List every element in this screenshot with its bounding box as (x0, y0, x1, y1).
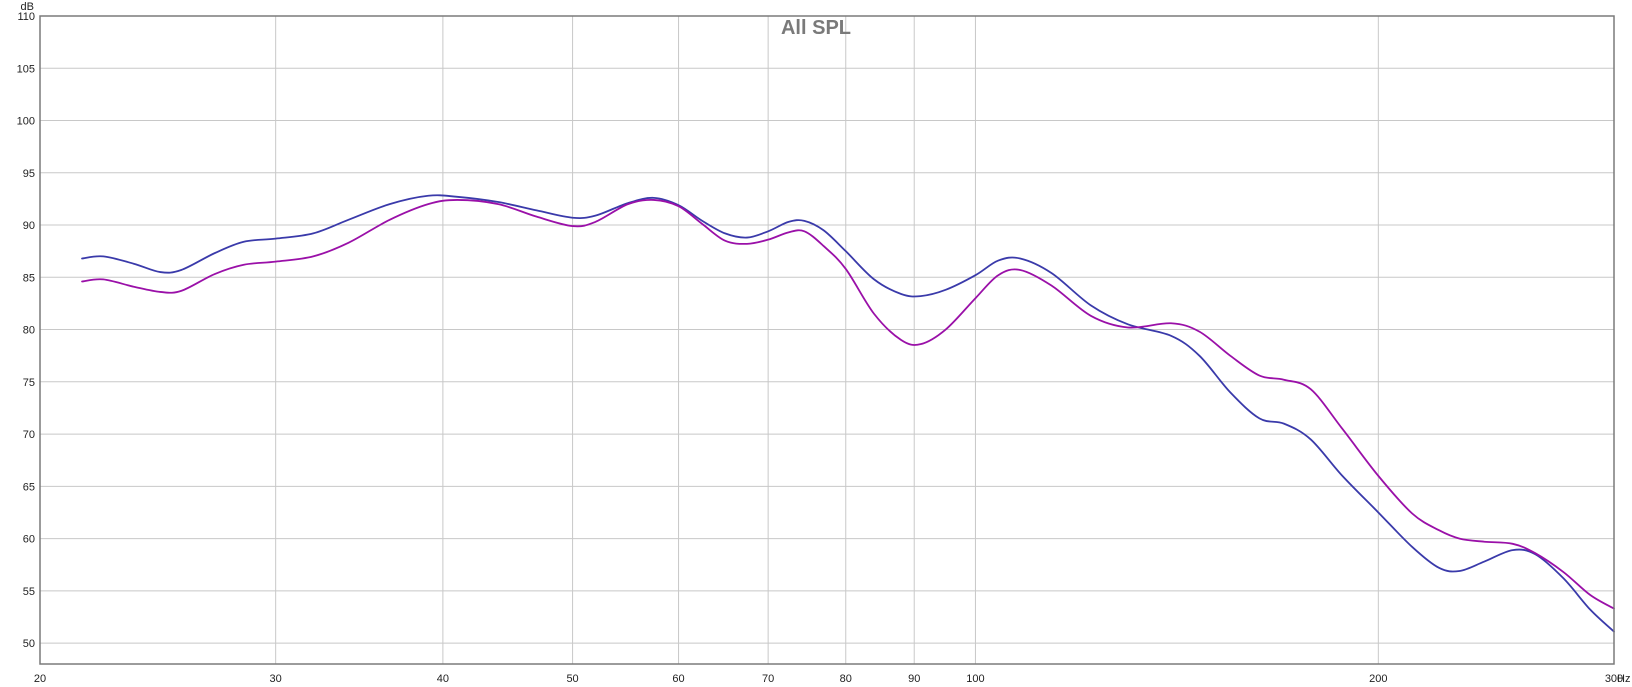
y-tick-label: 60 (23, 534, 35, 546)
y-tick-label: 85 (23, 272, 35, 284)
y-tick-label: 110 (17, 11, 35, 23)
x-tick-label: 100 (966, 673, 984, 685)
y-tick-label: 105 (17, 63, 35, 75)
y-tick-label: 70 (23, 429, 35, 441)
series-line-1 (81, 194, 1615, 633)
y-tick-label: 55 (23, 586, 35, 598)
y-tick-label: 95 (23, 168, 35, 180)
x-tick-label: 30 (270, 673, 282, 685)
x-tick-label: 200 (1369, 673, 1387, 685)
x-tick-label: 80 (840, 673, 852, 685)
chart-title: All SPL (781, 17, 851, 39)
x-tick-label: 50 (566, 673, 578, 685)
y-tick-label: 90 (23, 220, 35, 232)
series-line-2 (81, 198, 1615, 610)
x-tick-labels: 20 30 40 50 60 70 80 90 100 200 300 (34, 673, 1623, 685)
y-axis-unit: dB (21, 1, 34, 13)
y-tick-label: 65 (23, 481, 35, 493)
x-tick-label: 90 (908, 673, 920, 685)
y-tick-label: 80 (23, 325, 35, 337)
y-tick-label: 100 (17, 116, 35, 128)
y-tick-label: 50 (23, 638, 35, 650)
y-tick-label: 75 (23, 377, 35, 389)
x-tick-label: 70 (762, 673, 774, 685)
y-tick-labels: 50 55 60 65 70 75 80 85 90 95 100 105 110 (17, 11, 35, 650)
plot-frame (39, 15, 1615, 665)
plot-background (40, 16, 1614, 664)
series-layer (81, 194, 1615, 633)
x-axis-unit: Hz (1617, 673, 1630, 685)
x-tick-label: 40 (437, 673, 449, 685)
x-tick-label: 60 (672, 673, 684, 685)
x-tick-label: 300 (1605, 673, 1623, 685)
x-tick-label: 20 (34, 673, 46, 685)
